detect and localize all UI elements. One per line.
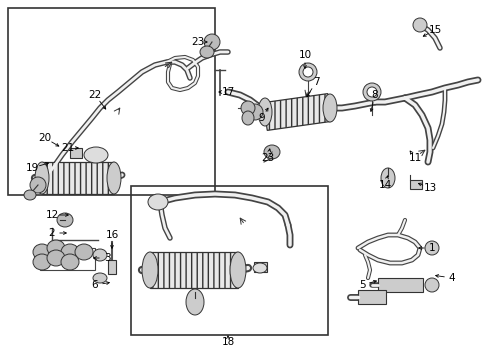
Ellipse shape xyxy=(380,168,394,188)
Ellipse shape xyxy=(107,162,121,194)
Ellipse shape xyxy=(84,147,108,163)
Text: 15: 15 xyxy=(427,25,441,35)
Ellipse shape xyxy=(47,240,65,256)
Text: 8: 8 xyxy=(371,90,378,100)
Bar xyxy=(131,186,327,335)
Ellipse shape xyxy=(246,104,263,120)
Ellipse shape xyxy=(93,249,107,261)
Bar xyxy=(150,252,238,288)
Text: 4: 4 xyxy=(448,273,454,283)
Bar xyxy=(42,162,114,194)
Ellipse shape xyxy=(303,67,312,77)
Ellipse shape xyxy=(75,244,93,260)
Text: 18: 18 xyxy=(221,337,234,347)
Text: 9: 9 xyxy=(258,113,265,123)
Bar xyxy=(357,290,385,304)
Ellipse shape xyxy=(366,87,376,97)
Bar xyxy=(70,148,82,158)
Text: 23: 23 xyxy=(261,153,274,163)
Text: 19: 19 xyxy=(25,163,39,173)
Ellipse shape xyxy=(57,213,73,227)
Text: 17: 17 xyxy=(221,87,234,97)
Text: 2: 2 xyxy=(49,228,55,238)
Ellipse shape xyxy=(142,252,158,288)
Text: 5: 5 xyxy=(358,280,365,290)
Bar xyxy=(263,94,331,130)
Ellipse shape xyxy=(229,252,245,288)
Ellipse shape xyxy=(30,177,46,193)
Text: 10: 10 xyxy=(298,50,311,60)
Text: 14: 14 xyxy=(378,180,391,190)
Ellipse shape xyxy=(200,46,214,58)
Text: 21: 21 xyxy=(61,143,75,153)
Text: 1: 1 xyxy=(428,243,434,253)
Text: 20: 20 xyxy=(39,133,51,143)
Ellipse shape xyxy=(33,254,51,270)
Ellipse shape xyxy=(35,162,49,194)
Text: 16: 16 xyxy=(105,230,119,240)
Ellipse shape xyxy=(61,244,79,260)
Text: 13: 13 xyxy=(423,183,436,193)
Ellipse shape xyxy=(264,145,280,159)
Bar xyxy=(377,278,422,292)
Ellipse shape xyxy=(412,18,426,32)
Ellipse shape xyxy=(362,83,380,101)
Bar xyxy=(8,8,215,195)
Ellipse shape xyxy=(93,273,107,283)
Ellipse shape xyxy=(33,244,51,260)
Ellipse shape xyxy=(424,241,438,255)
Bar xyxy=(253,262,266,272)
Ellipse shape xyxy=(242,111,253,125)
Ellipse shape xyxy=(424,278,438,292)
Bar xyxy=(108,260,116,274)
Text: 7: 7 xyxy=(312,77,319,87)
Ellipse shape xyxy=(298,63,316,81)
Bar xyxy=(409,180,421,189)
Ellipse shape xyxy=(61,254,79,270)
Ellipse shape xyxy=(323,94,336,122)
Ellipse shape xyxy=(148,194,168,210)
Text: 11: 11 xyxy=(407,153,421,163)
Text: 22: 22 xyxy=(88,90,102,100)
Ellipse shape xyxy=(24,190,36,200)
Ellipse shape xyxy=(258,98,271,126)
Text: 23: 23 xyxy=(191,37,204,47)
Text: 3: 3 xyxy=(103,253,110,263)
Ellipse shape xyxy=(47,250,65,266)
Ellipse shape xyxy=(203,34,220,50)
Ellipse shape xyxy=(252,263,266,273)
Bar xyxy=(40,248,95,270)
Ellipse shape xyxy=(241,101,254,115)
Text: 6: 6 xyxy=(92,280,98,290)
Ellipse shape xyxy=(185,289,203,315)
Text: 12: 12 xyxy=(45,210,59,220)
